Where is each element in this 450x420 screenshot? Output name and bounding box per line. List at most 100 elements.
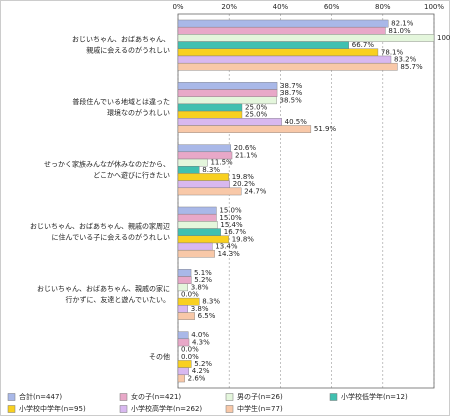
value-label: 16.7% xyxy=(224,228,247,236)
category-label: 普段住んでいる地域とは違った環境なのがうれしい xyxy=(72,97,170,117)
legend-swatch xyxy=(119,393,128,401)
legend-label: 小学校高学年(n=262) xyxy=(131,404,202,413)
bar xyxy=(177,144,231,153)
value-label: 11.5% xyxy=(210,159,233,167)
value-label: 14.3% xyxy=(218,250,241,258)
value-label: 100.0% xyxy=(437,34,450,42)
value-label: 25.0% xyxy=(245,104,268,112)
value-label: 15.0% xyxy=(219,214,242,222)
bar xyxy=(177,312,195,320)
bar xyxy=(177,305,188,313)
bar xyxy=(177,228,221,236)
bar xyxy=(177,89,278,97)
bar xyxy=(177,221,218,229)
value-label: 38.5% xyxy=(280,96,303,104)
legend-label: 小学校低学年(n=12) xyxy=(341,392,408,401)
bar xyxy=(177,125,312,133)
bar xyxy=(177,19,389,28)
x-tick-label: 20% xyxy=(221,3,237,11)
value-label: 21.1% xyxy=(235,151,258,159)
value-label: 0.0% xyxy=(181,291,199,299)
value-label: 40.5% xyxy=(285,118,308,126)
legend-label: 中学生(n=77) xyxy=(237,404,283,413)
x-tick-label: 60% xyxy=(324,3,340,11)
value-label: 5.2% xyxy=(194,276,212,284)
bar xyxy=(177,331,189,340)
bar xyxy=(177,242,213,251)
bar xyxy=(177,173,229,181)
value-label: 5.2% xyxy=(194,360,212,368)
value-label: 4.0% xyxy=(191,331,209,339)
category-label: おじいちゃん、おばあちゃん、親戚に会えるのがうれしい xyxy=(72,35,170,55)
legend-label: 小学校中学年(n=95) xyxy=(19,404,86,413)
legend-label: 女の子(n=421) xyxy=(131,392,181,401)
category-label: おじいちゃん、おばあちゃん、親戚の家周辺に住んでいる子に会えるのがうれしい xyxy=(30,222,170,242)
x-tick-label: 0% xyxy=(172,3,183,11)
bar xyxy=(177,82,278,90)
bar xyxy=(177,269,192,277)
value-label: 20.6% xyxy=(234,144,257,152)
value-label: 15.4% xyxy=(220,221,243,229)
legend-swatch xyxy=(225,405,234,413)
value-label: 0.0% xyxy=(181,346,199,354)
x-tick-label: 40% xyxy=(273,3,289,11)
value-label: 5.1% xyxy=(194,269,212,277)
bar xyxy=(177,48,379,57)
bar xyxy=(177,297,200,306)
value-label: 15.0% xyxy=(219,207,242,215)
x-tick-label: 100% xyxy=(424,3,444,11)
bar xyxy=(177,26,386,35)
value-label: 66.7% xyxy=(352,41,375,49)
bar xyxy=(177,206,217,215)
value-label: 19.8% xyxy=(232,235,255,243)
category-label: おじいちゃん、おばあちゃん、親戚の家に行かずに、友達と遊んでいたい。 xyxy=(37,284,170,304)
bar xyxy=(177,41,349,49)
value-label: 13.4% xyxy=(215,243,238,251)
value-label: 25.0% xyxy=(245,111,268,119)
value-label: 4.2% xyxy=(192,367,210,375)
value-label: 0.0% xyxy=(181,353,199,361)
value-label: 3.8% xyxy=(191,283,209,291)
value-label: 8.3% xyxy=(202,166,220,174)
bar xyxy=(177,187,242,196)
bar xyxy=(177,55,392,64)
category-label: その他 xyxy=(149,352,170,361)
value-label: 20.2% xyxy=(233,180,256,188)
bar xyxy=(177,180,230,189)
value-label: 6.5% xyxy=(198,312,216,320)
value-label: 85.7% xyxy=(400,63,423,71)
value-label: 82.1% xyxy=(391,20,414,28)
legend-label: 男の子(n=26) xyxy=(237,393,283,401)
bar xyxy=(177,283,188,292)
value-label: 83.2% xyxy=(394,56,417,64)
legend-swatch xyxy=(7,405,16,413)
legend-swatch xyxy=(225,393,234,401)
bar xyxy=(177,110,243,119)
bar xyxy=(177,249,215,258)
value-label: 3.8% xyxy=(191,305,209,313)
bar xyxy=(177,374,185,383)
value-label: 81.0% xyxy=(388,27,411,35)
bar xyxy=(177,360,192,368)
bar xyxy=(177,166,200,174)
bar xyxy=(177,103,243,112)
value-label: 4.3% xyxy=(192,338,210,346)
bar xyxy=(177,118,282,126)
value-label: 38.7% xyxy=(280,89,303,97)
legend-label: 合計(n=447) xyxy=(19,392,62,401)
legend-swatch xyxy=(329,393,338,401)
value-label: 19.8% xyxy=(232,173,255,181)
bar xyxy=(177,62,398,71)
value-label: 24.7% xyxy=(244,187,267,195)
bar xyxy=(177,276,192,284)
bar xyxy=(177,34,435,42)
legend-swatch xyxy=(7,393,16,401)
bar xyxy=(177,338,190,347)
value-label: 2.6% xyxy=(188,374,206,382)
plot-border xyxy=(177,13,435,389)
legend-swatch xyxy=(119,405,128,413)
value-label: 51.9% xyxy=(314,125,337,133)
bar xyxy=(177,213,217,222)
value-label: 38.7% xyxy=(280,82,303,90)
